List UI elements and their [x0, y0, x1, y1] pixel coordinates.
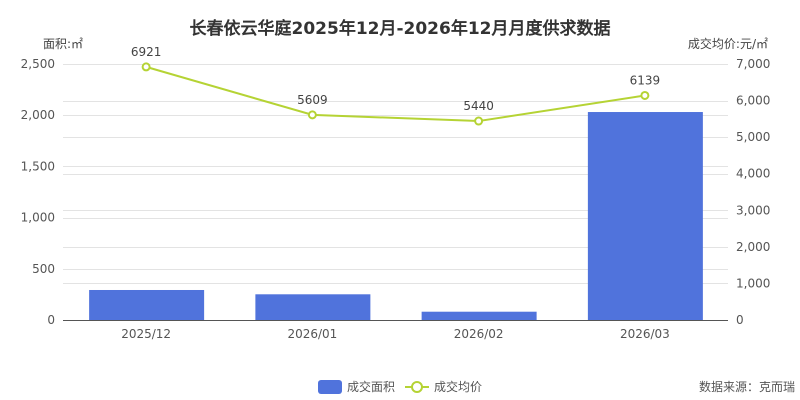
data-source: 数据来源：克而瑞 — [699, 379, 795, 394]
price-point — [474, 116, 484, 126]
x-tick-label: 2026/02 — [454, 327, 504, 341]
x-tick-label: 2026/03 — [620, 327, 670, 341]
y-tick-label: 0 — [47, 313, 55, 327]
y-tick-label: 2,500 — [21, 57, 55, 71]
legend-marker-price[interactable] — [411, 381, 423, 393]
price-point — [141, 62, 151, 72]
x-tick-label: 2026/01 — [287, 327, 337, 341]
price-point — [640, 90, 650, 100]
chart-title: 长春依云华庭2025年12月-2026年12月月度供求数据 — [190, 18, 611, 39]
y-tick-label: 1,500 — [21, 159, 55, 173]
bar — [89, 289, 205, 320]
y-tick-label: 500 — [32, 262, 55, 276]
y2-tick-label: 3,000 — [736, 203, 770, 217]
y2-tick-label: 0 — [736, 313, 744, 327]
y2-tick-label: 1,000 — [736, 276, 770, 290]
price-line — [145, 65, 646, 123]
y-tick-label: 1,000 — [21, 211, 55, 225]
legend: 成交面积 成交均价 — [318, 379, 482, 394]
price-data-label: 6921 — [131, 45, 162, 59]
y2-tick-label: 4,000 — [736, 167, 770, 181]
price-data-label: 6139 — [630, 73, 661, 87]
y2-axis-label: 成交均价:元/㎡ — [688, 36, 768, 51]
bar — [255, 294, 371, 320]
price-point — [307, 110, 317, 120]
legend-label-price[interactable]: 成交均价 — [434, 379, 482, 394]
y2-tick-label: 7,000 — [736, 57, 770, 71]
bar — [587, 112, 703, 320]
price-data-label: 5440 — [463, 99, 494, 113]
y-axis-label: 面积:㎡ — [43, 37, 83, 51]
y2-tick-label: 6,000 — [736, 94, 770, 108]
price-data-label: 5609 — [297, 93, 328, 107]
legend-swatch-area[interactable] — [318, 380, 342, 394]
y-tick-label: 2,000 — [21, 108, 55, 122]
bar — [421, 311, 537, 320]
y2-tick-label: 5,000 — [736, 130, 770, 144]
legend-label-area[interactable]: 成交面积 — [347, 379, 395, 394]
x-tick-label: 2025/12 — [121, 327, 171, 341]
y2-tick-label: 2,000 — [736, 240, 770, 254]
